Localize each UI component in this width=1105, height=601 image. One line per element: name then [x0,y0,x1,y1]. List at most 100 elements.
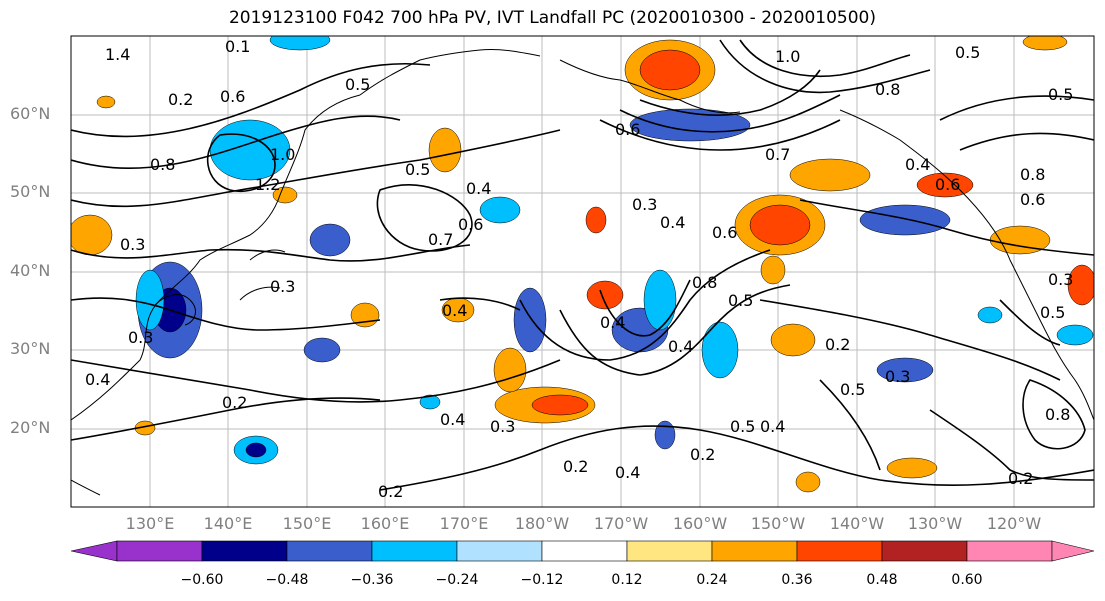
lat-label: 30°N [10,339,51,358]
contour-label: 0.5 [405,160,430,179]
negative-patch [479,196,521,224]
contour-label: 0.4 [668,337,693,356]
negative-patch [643,269,677,331]
colorbar-tick-label: 0.12 [611,572,643,588]
colorbar-bin [286,540,373,562]
lat-label: 50°N [10,182,51,201]
contour-label: 0.4 [905,155,930,174]
contour-label: 0.5 [1048,85,1073,104]
contour-label: 0.5 [728,291,753,310]
lon-label: 160°E [360,514,410,533]
contour-label: 0.3 [120,235,145,254]
lat-label: 20°N [10,418,51,437]
positive-patch [493,347,527,393]
contour-label: 0.4 [760,417,785,436]
contour-label: 0.2 [222,393,247,412]
positive-patch [1067,264,1094,306]
contour-label: 0.8 [875,80,900,99]
contour-label: 0.5 [955,43,980,62]
contour-label: 0.5 [730,417,755,436]
contour-label: 0.4 [660,213,685,232]
contour-label: 0.3 [128,328,153,347]
lon-label: 180°W [514,514,570,533]
lon-label: 160°W [672,514,728,533]
lon-label: 150°E [282,514,332,533]
colorbar-bin [201,540,288,562]
negative-patch [876,357,934,383]
contour-label: 0.2 [378,482,403,501]
positive-patch [96,95,116,109]
contour-label: 0.5 [345,75,370,94]
colorbar-tick-label: −0.60 [180,572,224,588]
colorbar-bin [116,540,203,562]
positive-patch [749,204,811,246]
colorbar-extend-high [1051,540,1095,562]
negative-patch [977,306,1003,324]
contour-label: 0.6 [220,87,245,106]
contour-label: 0.3 [885,367,910,386]
contour-label: 0.2 [1008,469,1033,488]
positive-patch [789,158,871,192]
lon-label: 170°W [593,514,649,533]
negative-patch [654,420,676,450]
contour-label: 0.2 [825,335,850,354]
contour-label: 0.2 [690,445,715,464]
contour-label: 0.7 [428,230,453,249]
positive-patch [795,471,821,493]
contour-label: 0.2 [563,457,588,476]
contour-label: 0.4 [615,463,640,482]
contour-label: 0.1 [225,37,250,56]
contour-label: 1.4 [105,45,130,64]
contour-label: 0.2 [168,90,193,109]
contour-label: 0.3 [490,417,515,436]
negative-patch [303,337,341,363]
negative-patch [859,204,951,236]
negative-patch [419,394,441,410]
negative-patch [513,287,547,353]
contour-label: 0.4 [600,313,625,332]
negative-patch [135,269,165,331]
colorbar-tick-label: 0.60 [951,572,983,588]
contour-label: 0.4 [466,179,491,198]
lon-label: 140°W [829,514,885,533]
lon-label: 130°E [125,514,175,533]
colorbar-tick-label: −0.12 [520,572,564,588]
contour-label: 0.7 [765,145,790,164]
contour-label: 0.6 [935,175,960,194]
colorbar-bin [711,540,798,562]
contour-label: 0.4 [440,410,465,429]
contour-label: 0.8 [1020,165,1045,184]
colorbar-bin [371,540,458,562]
contour-label: 0.6 [712,223,737,242]
negative-patch [1056,324,1094,346]
contour-label: 0.5 [840,380,865,399]
colorbar-bin [626,540,713,562]
map-frame [70,35,1095,508]
colorbar-bin [456,540,543,562]
lon-label: 130°W [907,514,963,533]
colorbar-bin [541,540,628,562]
contour-label: 0.5 [1040,303,1065,322]
contour-labels: 1.4 0.1 0.6 0.5 0.8 0.2 1.0 1.2 0.5 0.4 … [85,37,1073,501]
contour-label: 0.8 [1045,405,1070,424]
positive-patch [886,457,938,479]
colorbar-tick-label: −0.24 [435,572,479,588]
colorbar-tick-label: −0.48 [265,572,309,588]
contour-label: 0.8 [150,155,175,174]
positive-patch [639,49,701,91]
colorbar-bin [796,540,883,562]
lon-label: 170°E [439,514,489,533]
colorbar-tick-label: 0.36 [781,572,813,588]
positive-patch [585,206,607,234]
colorbar-tick-label: −0.36 [350,572,394,588]
positive-patch [428,127,462,173]
contour-label: 1.2 [255,175,280,194]
pv-contours [71,39,1094,491]
colorbar-bin [881,540,968,562]
lat-label: 60°N [10,104,51,123]
positive-patch [760,255,786,285]
contour-label: 0.3 [270,277,295,296]
contour-label: 0.6 [615,120,640,139]
contour-label: 1.0 [270,145,295,164]
